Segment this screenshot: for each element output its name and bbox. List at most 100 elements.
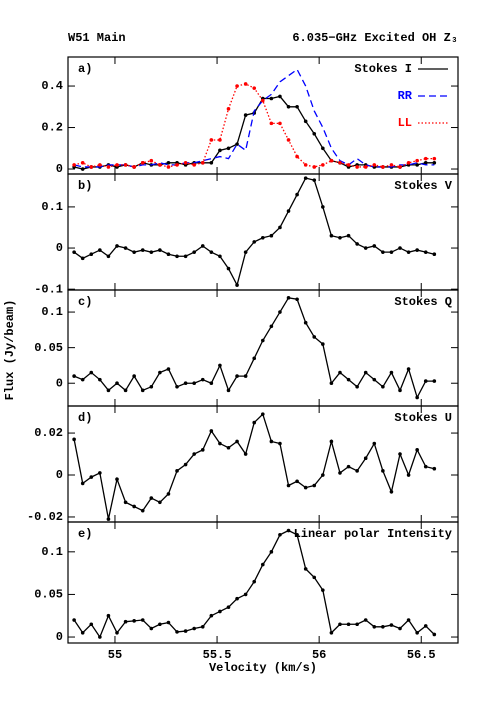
data-point: [321, 588, 325, 592]
data-point: [415, 448, 419, 452]
data-point: [115, 477, 119, 482]
data-point: [406, 618, 411, 622]
data-point: [398, 388, 402, 393]
data-point: [432, 379, 437, 383]
data-point: [303, 320, 308, 325]
data-point: [415, 395, 419, 400]
series-line: [73, 412, 435, 520]
data-point: [329, 439, 334, 444]
data-point: [389, 250, 394, 254]
data-point: [312, 335, 317, 339]
data-point: [312, 165, 317, 169]
data-point: [132, 250, 136, 254]
data-point: [140, 508, 145, 513]
data-point: [149, 158, 154, 163]
data-point: [389, 623, 394, 627]
data-point: [140, 388, 145, 393]
data-point: [278, 310, 282, 314]
data-point: [149, 626, 154, 631]
data-point: [123, 388, 128, 393]
data-point: [372, 377, 377, 382]
data-point: [183, 629, 188, 633]
data-point: [226, 445, 231, 450]
data-point: [80, 160, 85, 165]
data-point: [192, 381, 196, 386]
data-point: [218, 441, 222, 446]
data-point: [175, 630, 179, 634]
data-point: [183, 462, 188, 467]
data-point: [243, 82, 248, 86]
data-point: [355, 469, 359, 473]
data-point: [372, 163, 377, 167]
data-point: [286, 138, 291, 142]
series-line: [73, 297, 435, 400]
data-point: [423, 624, 428, 628]
data-point: [372, 441, 377, 446]
data-point: [389, 370, 394, 375]
data-point: [278, 225, 282, 230]
data-point: [235, 374, 239, 378]
data-point: [200, 625, 205, 629]
series-line: [73, 529, 435, 639]
panel-label: c): [78, 295, 92, 309]
data-point: [200, 448, 205, 452]
data-point: [115, 381, 119, 386]
data-point: [260, 412, 265, 416]
data-point: [149, 496, 154, 500]
data-point: [209, 250, 214, 254]
data-point: [423, 156, 428, 161]
data-point: [381, 165, 385, 169]
data-point: [158, 370, 162, 375]
data-point: [200, 244, 205, 248]
data-point: [80, 377, 85, 382]
data-point: [269, 233, 274, 238]
data-point: [312, 575, 317, 580]
data-point: [295, 154, 299, 159]
data-point: [98, 163, 102, 167]
data-point: [72, 374, 76, 378]
y-tick-label: 0: [56, 241, 63, 255]
data-point: [295, 532, 299, 537]
panel-annotation: Stokes U: [394, 411, 452, 425]
data-point: [423, 464, 428, 469]
header-left: W51 Main: [68, 31, 126, 45]
data-point: [166, 160, 171, 165]
data-point: [192, 626, 196, 631]
y-tick-label: 0.1: [41, 200, 63, 214]
data-point: [406, 367, 411, 371]
data-point: [209, 381, 214, 386]
y-tick-label: 0.4: [41, 79, 63, 93]
x-tick-label: 56.5: [407, 648, 436, 662]
data-point: [432, 160, 437, 165]
data-point: [260, 98, 265, 103]
data-point: [243, 113, 248, 117]
data-point: [286, 528, 291, 533]
data-point: [243, 374, 248, 378]
series-line: [73, 95, 435, 170]
y-tick-label: 0.1: [41, 305, 63, 319]
data-point: [278, 121, 282, 126]
legend-label: Stokes I: [354, 62, 412, 76]
data-point: [355, 242, 359, 246]
data-point: [269, 550, 274, 554]
data-point: [269, 439, 274, 444]
data-point: [166, 492, 171, 496]
data-point: [243, 452, 248, 456]
data-point: [123, 500, 128, 505]
data-point: [329, 233, 334, 238]
data-point: [166, 620, 171, 625]
data-point: [89, 165, 94, 169]
data-point: [260, 562, 265, 567]
data-point: [346, 464, 351, 469]
y-tick-label: 0: [56, 376, 63, 390]
data-point: [389, 489, 394, 494]
data-point: [303, 485, 308, 490]
data-point: [132, 504, 136, 509]
data-point: [355, 165, 359, 169]
panel-label: e): [78, 527, 92, 541]
data-point: [415, 163, 419, 167]
panel-annotation: Linear polar Intensity: [294, 527, 452, 541]
data-point: [312, 178, 317, 182]
data-point: [106, 613, 111, 618]
legend-label: RR: [398, 89, 413, 103]
